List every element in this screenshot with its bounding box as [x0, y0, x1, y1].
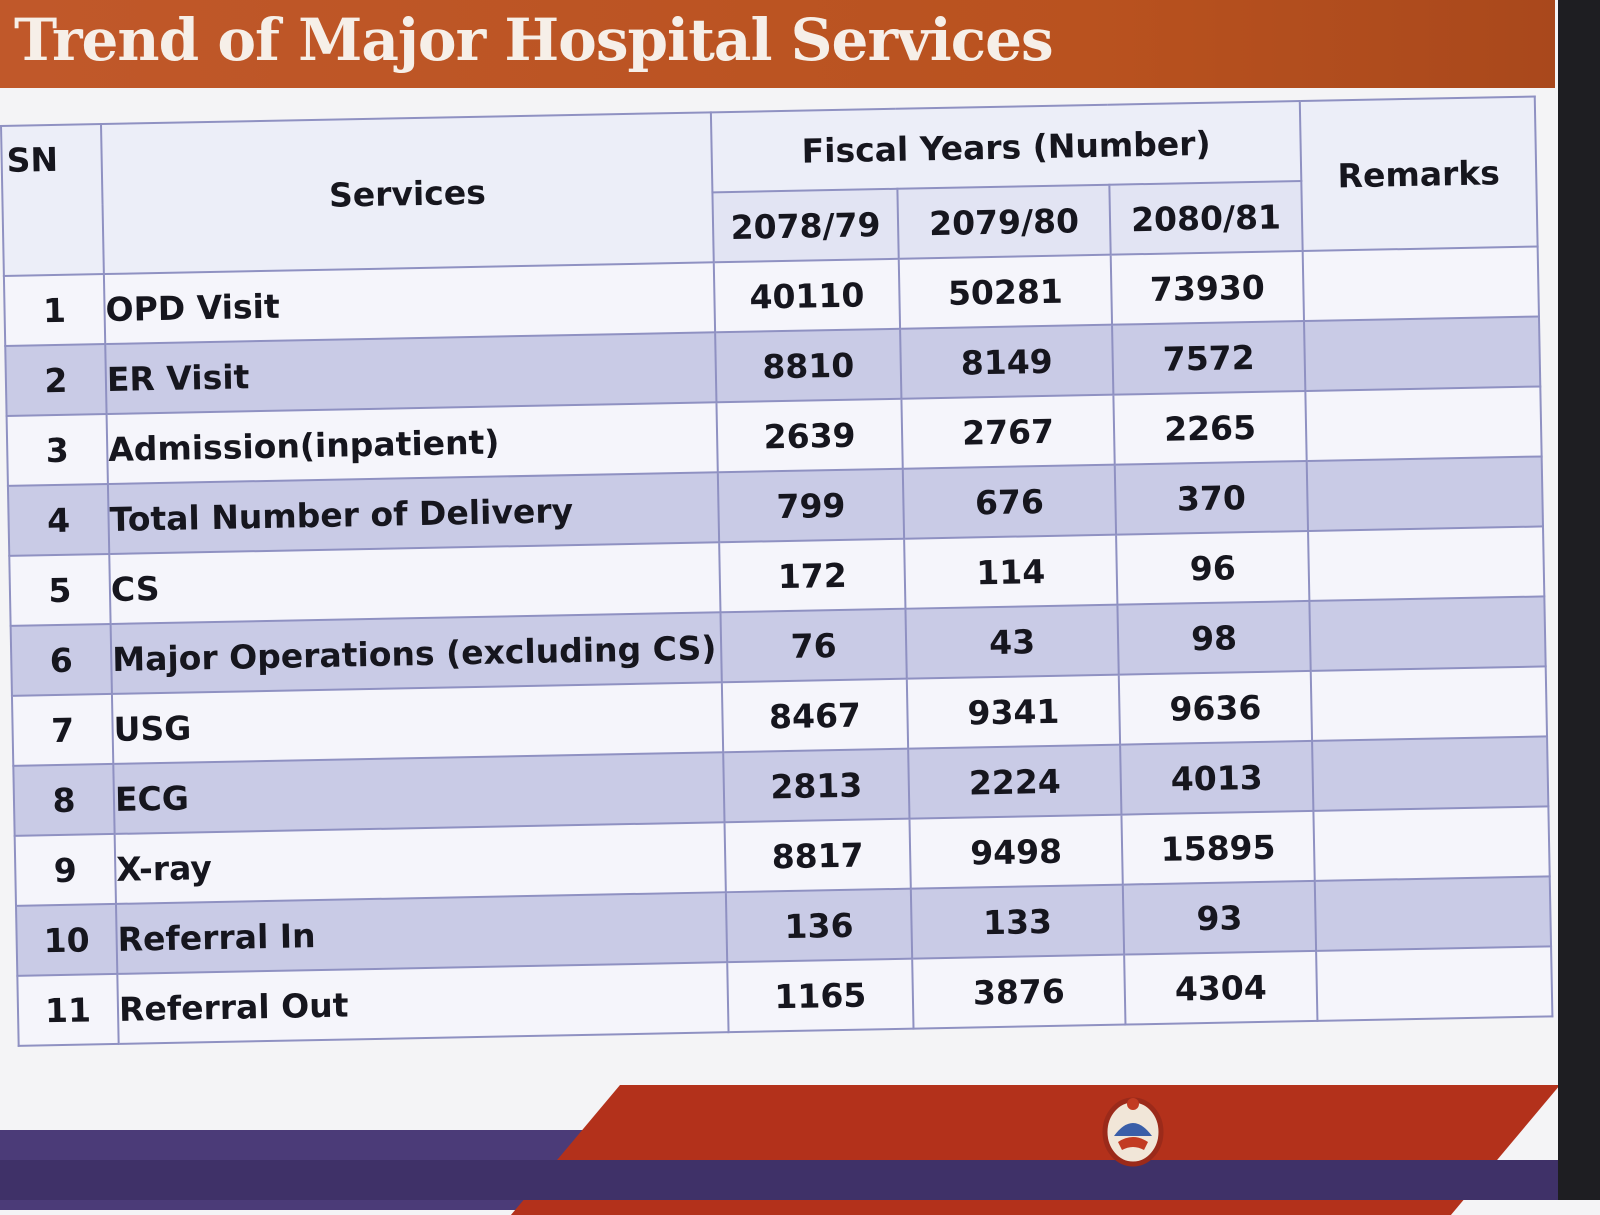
row-service: Admission(inpatient) — [106, 402, 718, 484]
row-remarks — [1309, 596, 1546, 671]
row-value-2080-81: 4013 — [1120, 740, 1314, 815]
row-value-2078-79: 8810 — [715, 328, 902, 403]
row-sn: 7 — [11, 693, 114, 766]
row-remarks — [1312, 736, 1549, 811]
row-sn: 1 — [3, 274, 106, 346]
row-remarks — [1310, 666, 1548, 741]
row-sn: 6 — [10, 623, 112, 696]
row-value-2079-80: 50281 — [898, 254, 1113, 329]
row-sn: 3 — [6, 414, 108, 486]
header-services: Services — [101, 112, 714, 275]
row-value-2080-81: 98 — [1117, 600, 1311, 675]
title-bar: Trend of Major Hospital Services — [0, 0, 1555, 88]
hospital-services-table: SN Services Fiscal Years (Number) Remark… — [0, 96, 1553, 1047]
slide-title: Trend of Major Hospital Services — [14, 6, 1054, 74]
row-value-2079-80: 9498 — [909, 814, 1123, 889]
header-year-2079-80: 2079/80 — [897, 184, 1111, 259]
row-remarks — [1305, 386, 1542, 461]
row-service: X-ray — [114, 822, 726, 904]
row-remarks — [1308, 526, 1545, 601]
row-remarks — [1313, 806, 1550, 881]
row-value-2079-80: 2767 — [901, 394, 1115, 469]
row-sn: 8 — [13, 763, 115, 836]
row-service: Referral Out — [117, 962, 729, 1044]
row-value-2080-81: 9636 — [1118, 670, 1313, 745]
row-value-2078-79: 2813 — [723, 748, 910, 823]
government-emblem-icon — [1100, 1092, 1166, 1168]
row-value-2079-80: 9341 — [906, 674, 1121, 749]
row-value-2078-79: 76 — [720, 608, 907, 683]
row-value-2078-79: 8817 — [724, 818, 911, 893]
header-year-2080-81: 2080/81 — [1109, 181, 1303, 255]
row-value-2080-81: 370 — [1114, 460, 1309, 535]
row-sn: 10 — [15, 903, 118, 976]
row-value-2079-80: 43 — [905, 604, 1119, 679]
header-year-2078-79: 2078/79 — [712, 188, 899, 263]
row-service: OPD Visit — [103, 262, 716, 345]
row-value-2079-80: 114 — [904, 534, 1118, 609]
screen-edge — [1558, 0, 1600, 1200]
row-value-2079-80: 2224 — [908, 744, 1122, 819]
row-remarks — [1304, 316, 1541, 391]
row-value-2080-81: 96 — [1116, 530, 1310, 605]
row-value-2078-79: 1165 — [727, 958, 914, 1033]
row-value-2078-79: 172 — [719, 538, 906, 613]
row-sn: 11 — [17, 973, 119, 1046]
row-sn: 2 — [5, 344, 107, 416]
row-remarks — [1314, 876, 1552, 951]
row-remarks — [1302, 246, 1539, 322]
row-value-2079-80: 3876 — [912, 954, 1126, 1029]
row-value-2080-81: 73930 — [1110, 251, 1305, 325]
header-sn: SN — [1, 124, 104, 276]
table-container: SN Services Fiscal Years (Number) Remark… — [0, 96, 1553, 1047]
row-value-2080-81: 93 — [1122, 880, 1317, 955]
row-sn: 4 — [7, 483, 110, 556]
row-value-2078-79: 799 — [717, 468, 905, 543]
row-service: ER Visit — [105, 332, 717, 415]
row-value-2078-79: 136 — [725, 888, 913, 963]
row-value-2080-81: 7572 — [1112, 321, 1306, 395]
row-value-2079-80: 8149 — [900, 324, 1114, 399]
row-value-2080-81: 4304 — [1124, 950, 1318, 1025]
row-remarks — [1316, 946, 1553, 1021]
row-value-2079-80: 676 — [902, 464, 1117, 539]
row-sn: 5 — [9, 553, 111, 626]
row-service: ECG — [113, 752, 725, 834]
row-service: Total Number of Delivery — [107, 472, 720, 554]
row-value-2078-79: 2639 — [716, 398, 903, 473]
footer-base-band — [0, 1160, 1560, 1200]
row-value-2080-81: 15895 — [1121, 810, 1315, 885]
row-service: Major Operations (excluding CS) — [110, 612, 722, 694]
row-remarks — [1306, 456, 1543, 531]
header-fiscal-years: Fiscal Years (Number) — [710, 101, 1302, 193]
header-remarks: Remarks — [1299, 96, 1538, 252]
row-value-2078-79: 8467 — [721, 678, 909, 753]
row-service: Referral In — [115, 892, 728, 974]
row-service: USG — [111, 682, 724, 764]
row-value-2080-81: 2265 — [1113, 390, 1307, 465]
row-sn: 9 — [14, 833, 116, 906]
row-value-2078-79: 40110 — [713, 258, 901, 333]
row-value-2079-80: 133 — [910, 884, 1125, 959]
row-service: CS — [109, 542, 721, 624]
